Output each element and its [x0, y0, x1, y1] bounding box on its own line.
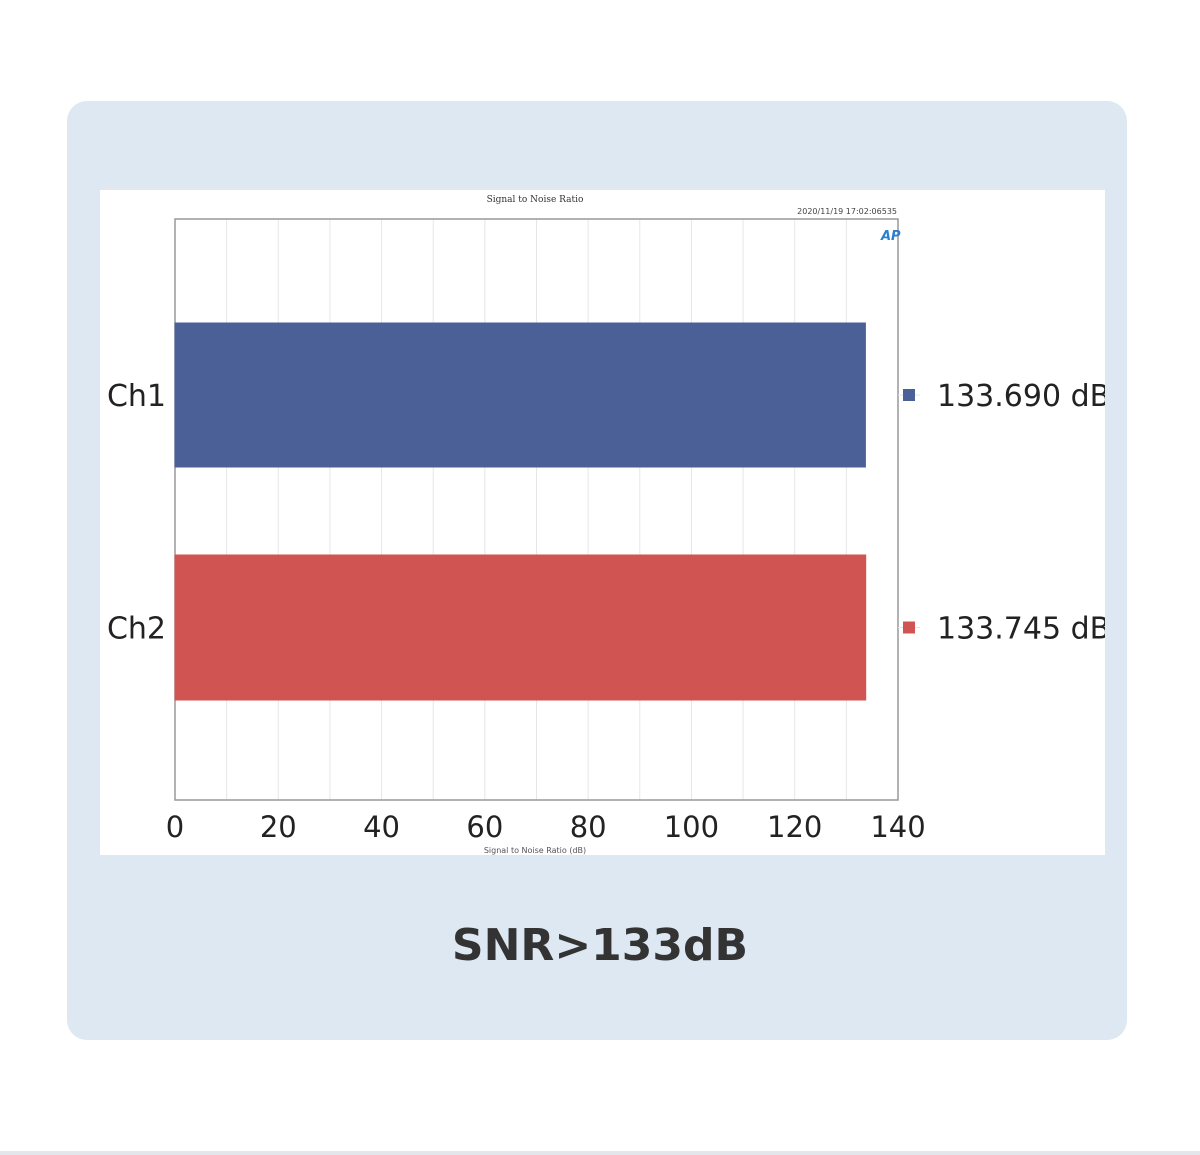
value-label-ch1: 133.690 dB: [937, 379, 1105, 414]
divider: [0, 1151, 1200, 1155]
category-label-ch1: Ch1: [107, 379, 166, 414]
plot-frame: [174, 218, 899, 801]
x-tick-label: 40: [363, 810, 400, 844]
x-tick-label: 80: [570, 810, 607, 844]
x-tick-label: 140: [870, 810, 925, 844]
value-label-ch2: 133.745 dB: [937, 612, 1105, 647]
snr-chart: Signal to Noise Ratio 2020/11/19 17:02:06…: [100, 188, 1105, 855]
legend-swatch-ch1: [903, 389, 915, 401]
x-tick-label: 20: [260, 810, 297, 844]
category-label-ch2: Ch2: [107, 612, 166, 647]
bar-ch2: [174, 554, 867, 701]
x-axis-label: Signal to Noise Ratio (dB): [484, 846, 586, 855]
x-tick-label: 0: [166, 810, 184, 844]
x-tick-label: 120: [767, 810, 822, 844]
x-tick-label: 100: [664, 810, 719, 844]
chart-svg: Signal to Noise Ratio 2020/11/19 17:02:06…: [107, 195, 1105, 855]
caption: SNR>133dB: [451, 920, 749, 971]
x-tick-label: 60: [466, 810, 503, 844]
timestamp: 2020/11/19 17:02:06535: [797, 207, 897, 216]
legend-swatch-ch2: [903, 621, 915, 634]
chart-title: Signal to Noise Ratio: [487, 195, 584, 205]
bar-ch1: [174, 322, 866, 468]
ap-logo-icon: AP: [880, 229, 901, 244]
